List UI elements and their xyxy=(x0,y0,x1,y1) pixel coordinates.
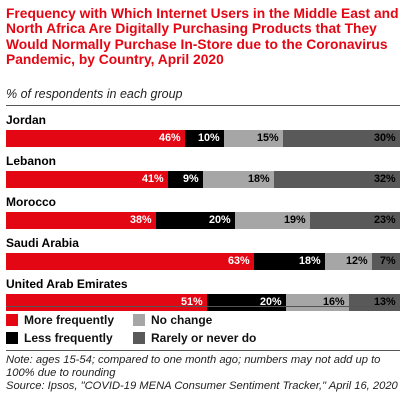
bar-segment xyxy=(203,171,274,188)
legend-label: Less frequently xyxy=(24,331,113,345)
bar-segment xyxy=(224,130,283,147)
data-label: 15% xyxy=(257,132,279,144)
legend-swatch xyxy=(6,332,18,344)
data-label: 51% xyxy=(181,296,203,308)
bar-segment xyxy=(6,212,156,229)
stacked-bar: 51% 20% 16% 13% xyxy=(6,294,400,311)
stacked-bar: 63% 18% 12% 7% xyxy=(6,253,400,270)
data-label: 30% xyxy=(374,132,396,144)
category-label: Lebanon xyxy=(6,154,56,168)
chart-title: Frequency with Which Internet Users in t… xyxy=(6,6,399,68)
data-label: 46% xyxy=(159,132,181,144)
legend-item-less-frequently: Less frequently xyxy=(6,331,113,345)
legend-swatch xyxy=(6,314,18,326)
legend-swatch xyxy=(133,332,145,344)
category-label: United Arab Emirates xyxy=(6,277,128,291)
data-label: 41% xyxy=(142,173,164,185)
stacked-bar: 38% 20% 19% 23% xyxy=(6,212,400,229)
chart-subtitle: % of respondents in each group xyxy=(6,87,183,101)
chart-notes: Note: ages 15-54; compared to one month … xyxy=(6,354,404,394)
bar-segment xyxy=(372,253,400,270)
data-label: 38% xyxy=(130,214,152,226)
bar-segment xyxy=(235,212,310,229)
data-label: 13% xyxy=(374,296,396,308)
legend-item-no-change: No change xyxy=(133,313,212,327)
stacked-bar: 41% 9% 18% 32% xyxy=(6,171,400,188)
note-text: Note: ages 15-54; compared to one month … xyxy=(6,354,381,380)
bar-segment xyxy=(254,253,325,270)
category-label: Jordan xyxy=(6,113,47,127)
bar-segment xyxy=(310,212,400,229)
data-label: 18% xyxy=(299,255,321,267)
bar-segment xyxy=(283,130,400,147)
legend-label: More frequently xyxy=(24,313,115,327)
source-text: Source: Ipsos, "COVID-19 MENA Consumer S… xyxy=(6,380,398,393)
data-label: 10% xyxy=(198,132,220,144)
bar-segment xyxy=(6,294,207,311)
data-label: 9% xyxy=(183,173,199,185)
category-label: Morocco xyxy=(6,195,57,209)
legend-label: Rarely or never do xyxy=(151,331,257,345)
bar-segment xyxy=(274,171,400,188)
data-label: 20% xyxy=(260,296,282,308)
data-label: 16% xyxy=(323,296,345,308)
category-label: Saudi Arabia xyxy=(6,236,79,250)
legend-item-more-frequently: More frequently xyxy=(6,313,114,327)
legend-item-rarely-or-never: Rarely or never do xyxy=(133,331,256,345)
bar-segment xyxy=(185,130,224,147)
note-rule xyxy=(6,350,400,351)
bar-segment xyxy=(325,253,372,270)
data-label: 18% xyxy=(248,173,270,185)
bar-segment xyxy=(156,212,235,229)
data-label: 7% xyxy=(380,255,396,267)
data-label: 63% xyxy=(228,255,250,267)
chart-legend: More frequently No change Less frequentl… xyxy=(6,313,306,347)
legend-swatch xyxy=(133,314,145,326)
legend-rule xyxy=(6,306,400,307)
data-label: 23% xyxy=(374,214,396,226)
bar-segment xyxy=(6,171,168,188)
bar-segment xyxy=(6,253,254,270)
top-rule xyxy=(6,105,400,106)
data-label: 32% xyxy=(374,173,396,185)
stacked-bar: 46% 10% 15% 30% xyxy=(6,130,400,147)
bar-segment xyxy=(6,130,185,147)
data-label: 20% xyxy=(209,214,231,226)
data-label: 19% xyxy=(284,214,306,226)
data-label: 12% xyxy=(346,255,368,267)
legend-label: No change xyxy=(151,313,213,327)
bar-segment xyxy=(168,171,203,188)
